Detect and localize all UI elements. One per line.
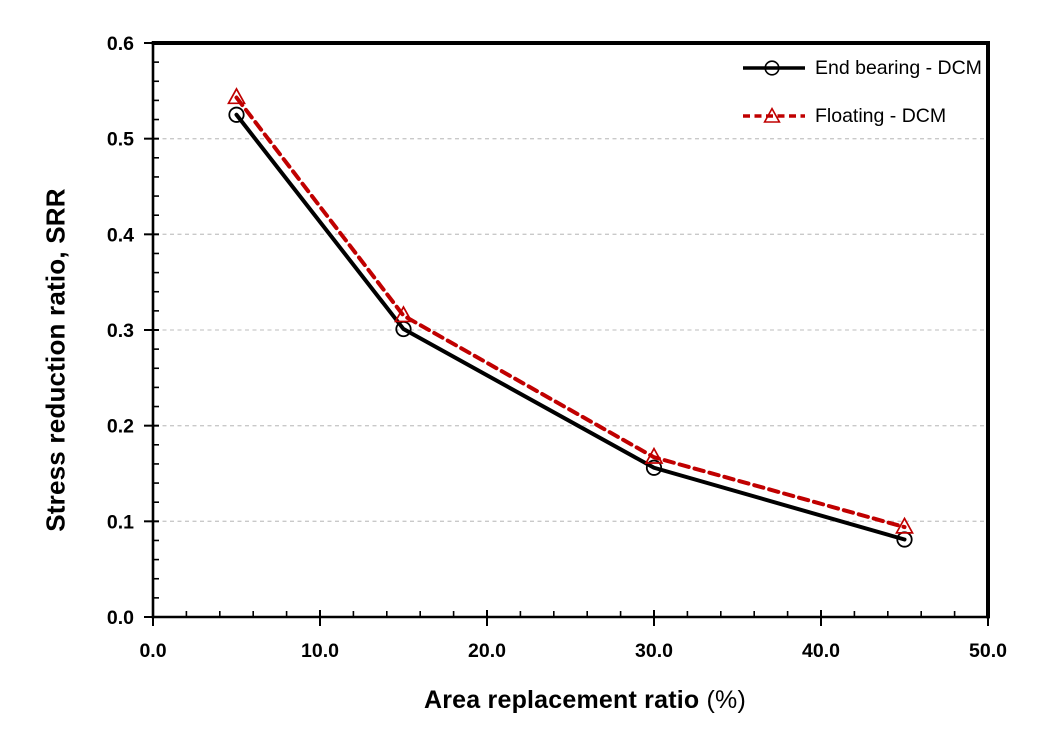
legend-sample-dashed-line [743, 106, 805, 123]
legend-item-end-bearing: End bearing - DCM [742, 44, 982, 92]
x-tick-label: 30.0 [635, 640, 673, 662]
x-tick-label: 40.0 [802, 640, 840, 662]
y-tick-label: 0.2 [107, 416, 134, 438]
y-tick-label: 0.3 [107, 320, 134, 342]
data-point-triangle [895, 516, 914, 534]
x-tick-label: 10.0 [301, 640, 339, 662]
legend-item-floating: Floating - DCM [742, 92, 982, 140]
y-axis-title: Stress reduction ratio, SRR [40, 188, 71, 532]
data-point-circle [228, 106, 245, 123]
legend-label-end-bearing: End bearing - DCM [815, 56, 982, 79]
x-tick-label: 0.0 [139, 640, 166, 662]
legend: End bearing - DCM Floating - DCM [742, 44, 982, 140]
series-line-floating-dcm [234, 95, 907, 530]
y-tick-label: 0.0 [107, 607, 134, 629]
data-point-triangle [227, 87, 246, 105]
data-point-triangle [394, 305, 413, 323]
legend-sample-solid-line [743, 60, 805, 76]
data-point-circle [645, 459, 663, 476]
y-tick-label: 0.1 [107, 511, 134, 533]
x-tick-label: 20.0 [468, 640, 506, 662]
circle-marker-icon [764, 60, 780, 76]
x-axis-title-unit: (%) [706, 686, 746, 714]
x-axis-title: Area replacement ratio (%) [153, 686, 1017, 715]
legend-label-floating: Floating - DCM [815, 104, 947, 127]
triangle-marker-icon [763, 106, 781, 123]
y-tick-label: 0.4 [107, 224, 134, 246]
series-line-end-bearing-dcm [234, 112, 907, 542]
data-point-triangle [644, 446, 664, 464]
x-tick-label: 50.0 [969, 640, 1007, 662]
x-axis-title-text: Area replacement ratio [424, 686, 700, 714]
y-tick-label: 0.5 [107, 129, 134, 151]
y-tick-label: 0.6 [107, 33, 134, 55]
